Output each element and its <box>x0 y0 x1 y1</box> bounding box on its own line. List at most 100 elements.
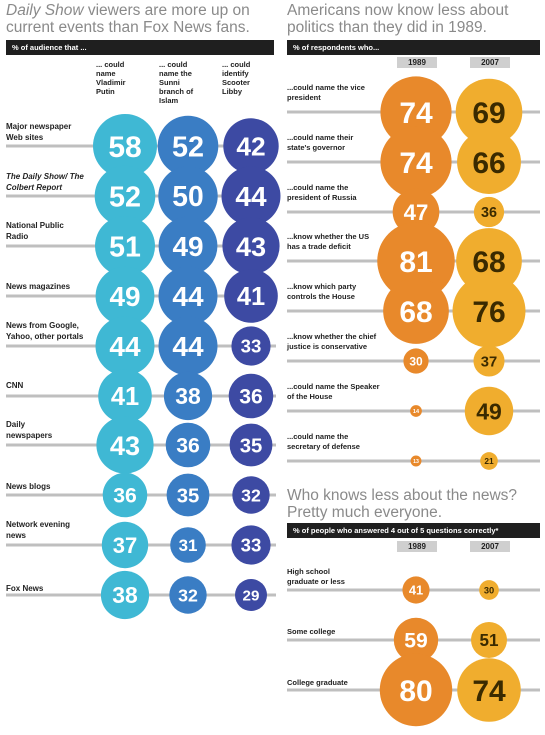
top-right-2007-4-bubble <box>452 274 526 348</box>
left-sunni-2-bubble <box>158 216 218 276</box>
tr-row-label-defense: ...could name the secretary of defense <box>287 432 360 451</box>
top-right-1989-1-bubble <box>380 126 452 198</box>
left-sunni-4-value-label: 44 <box>172 331 204 362</box>
br-row-label-some-college: Some college <box>287 627 336 636</box>
top-right-1989-6-bubble <box>410 405 422 417</box>
left-sunni-2-value-label: 49 <box>172 231 203 262</box>
br-row-label-college-graduate: College graduate <box>287 678 348 687</box>
row-label-network-evening-news: Network evening news <box>6 520 71 540</box>
left-sunni-7-value-label: 35 <box>177 485 200 507</box>
top-right-2007-3-value-label: 68 <box>472 246 505 279</box>
left-sunni-9-value-label: 32 <box>178 585 198 605</box>
left-libby-4-bubble <box>231 326 271 366</box>
top-right-1989-4-bubble <box>383 278 449 344</box>
br-row-label-high-school: High school graduate or less <box>287 567 345 586</box>
row-label-daily-newspapers: Daily newspapers <box>6 420 53 440</box>
left-putin-9-value-label: 38 <box>112 582 138 608</box>
top-right-1989-0-value-label: 74 <box>399 97 433 130</box>
top-right-1989-2-value-label: 47 <box>404 200 429 225</box>
top-right-chart-title: Americans now know less about politics t… <box>287 2 509 36</box>
left-sunni-1-bubble <box>158 166 218 226</box>
col-head-putin: ... could name Vladimir Putin <box>96 60 126 96</box>
left-sunni-5-value-label: 38 <box>175 383 201 409</box>
bottom-right-1989-1-value-label: 59 <box>404 630 427 653</box>
bottom-right-1989-0-value-label: 41 <box>409 583 423 598</box>
tr-row-label-russia: ...could name the president of Russia <box>287 183 357 202</box>
left-putin-6-value-label: 43 <box>110 430 140 461</box>
left-sunni-6-value-label: 36 <box>176 435 200 458</box>
left-libby-8-value-label: 33 <box>241 535 262 556</box>
top-right-2007-2-value-label: 36 <box>481 205 497 221</box>
left-sunni-1-value-label: 50 <box>172 180 203 212</box>
left-sunni-5-bubble <box>163 371 213 421</box>
left-putin-0-value-label: 58 <box>108 131 141 164</box>
year-tab-1989-top: 1989 <box>397 57 437 68</box>
left-sunni-7-bubble <box>166 473 210 517</box>
left-libby-5-value-label: 36 <box>239 386 263 409</box>
left-libby-5-bubble <box>228 373 274 419</box>
left-libby-0-value-label: 42 <box>236 131 265 161</box>
left-sunni-0-bubble <box>157 115 219 177</box>
left-libby-8-bubble <box>231 525 271 565</box>
left-chart-title: Daily Show viewers are more up on curren… <box>6 2 250 36</box>
left-sunni-9-bubble <box>169 576 207 614</box>
year-tab-2007-top: 2007 <box>470 57 510 68</box>
left-putin-5-bubble <box>98 369 152 423</box>
bottom-right-chart-title: Who knows less about the news? Pretty mu… <box>287 487 518 521</box>
year-tab-1989-bottom: 1989 <box>397 541 437 552</box>
left-libby-2-value-label: 43 <box>236 231 266 262</box>
left-putin-1-bubble <box>94 165 156 227</box>
top-right-1989-3-value-label: 81 <box>399 246 432 279</box>
left-sunni-0-value-label: 52 <box>172 131 204 163</box>
bottom-right-1989-0-bubble <box>402 576 430 604</box>
top-right-2007-7-value-label: 21 <box>484 456 494 466</box>
left-libby-7-bubble <box>232 476 270 514</box>
left-libby-2-bubble <box>222 217 280 275</box>
bottom-right-1989-2-bubble <box>379 653 453 727</box>
top-right-2007-0-bubble <box>455 78 523 146</box>
top-right-2007-2-bubble <box>473 196 505 228</box>
top-right-1989-7-bubble <box>410 455 422 467</box>
left-libby-7-value-label: 32 <box>241 485 261 505</box>
left-putin-2-value-label: 51 <box>109 231 141 263</box>
left-putin-7-value-label: 36 <box>113 485 137 508</box>
top-right-2007-4-value-label: 76 <box>472 296 505 329</box>
row-label-major-newspaper-web: Major newspaper Web sites <box>6 122 72 142</box>
row-label-daily-show: The Daily Show/ The Colbert Report <box>6 172 84 192</box>
left-putin-6-bubble <box>96 416 154 474</box>
row-label-fox-news: Fox News <box>6 584 44 593</box>
col-head-libby: ... could identify Scooter Libby <box>222 60 251 96</box>
left-sunni-8-bubble <box>170 527 206 563</box>
top-right-1989-0-bubble <box>380 76 452 148</box>
left-libby-3-bubble <box>224 269 278 323</box>
tr-row-label-trade-deficit: ...know whether the US has a trade defic… <box>287 232 370 251</box>
tr-row-label-vice-president: ...could name the vice president <box>287 83 365 102</box>
left-libby-6-bubble <box>229 423 273 467</box>
left-libby-1-value-label: 44 <box>235 181 267 212</box>
left-sunni-3-bubble <box>158 266 218 326</box>
bottom-right-2007-0-value-label: 30 <box>484 585 494 595</box>
top-right-1989-2-bubble <box>392 188 440 236</box>
bottom-right-1989-2-value-label: 80 <box>399 675 432 708</box>
left-libby-9-value-label: 29 <box>243 587 260 604</box>
row-label-news-blogs: News blogs <box>6 482 51 491</box>
top-right-1989-3-bubble <box>377 222 455 300</box>
tr-row-label-chief-justice: ...know whether the chief justice is con… <box>287 332 377 351</box>
top-right-1989-7-value-label: 13 <box>413 459 419 465</box>
left-header-bar: % of audience that ... <box>6 40 274 55</box>
bottom-right-2007-0-bubble <box>479 580 499 600</box>
left-libby-0-bubble <box>223 118 279 174</box>
left-libby-6-value-label: 35 <box>240 435 263 457</box>
left-sunni-3-value-label: 44 <box>172 281 204 312</box>
top-right-header-bar: % of respondents who... <box>287 40 540 55</box>
top-right-1989-5-value-label: 30 <box>409 354 423 368</box>
left-libby-3-value-label: 41 <box>237 283 265 311</box>
top-right-1989-5-bubble <box>403 348 429 374</box>
left-sunni-4-bubble <box>158 316 218 376</box>
left-sunni-6-bubble <box>165 422 211 468</box>
top-right-2007-3-bubble <box>456 228 522 294</box>
top-right-2007-0-value-label: 69 <box>472 97 505 130</box>
top-right-2007-6-bubble <box>464 386 514 436</box>
top-right-2007-5-value-label: 37 <box>481 354 497 370</box>
